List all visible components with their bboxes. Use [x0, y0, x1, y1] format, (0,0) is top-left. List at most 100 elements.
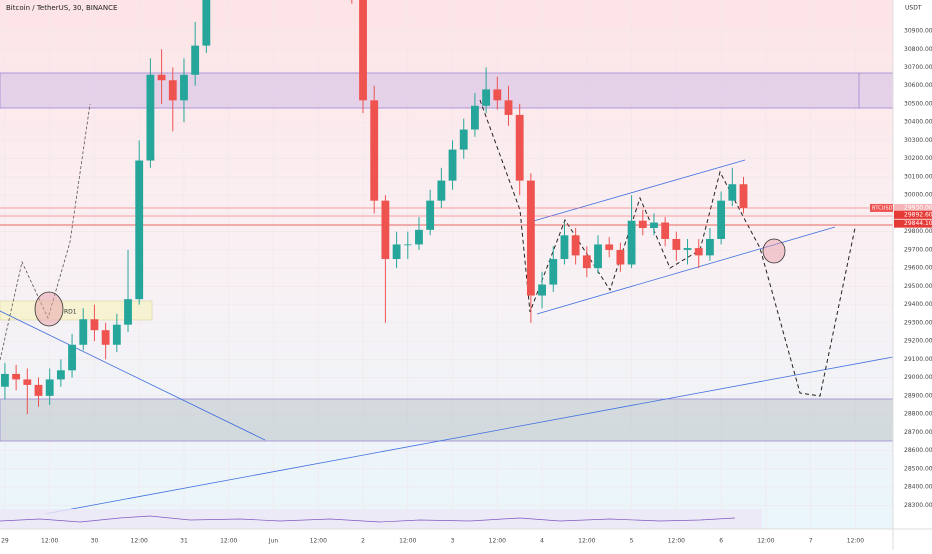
y-tick-label: 30400.00: [904, 119, 932, 126]
candle-body: [403, 244, 412, 246]
candle-body: [582, 255, 591, 269]
candle-body: [415, 229, 423, 245]
candle-body: [728, 184, 737, 201]
y-tick-label: 29500.00: [904, 283, 932, 290]
y-tick-label: 29700.00: [904, 246, 932, 253]
candle-body: [549, 259, 558, 285]
candle-body: [437, 180, 446, 201]
candle-body: [359, 0, 367, 101]
x-tick-label: 7: [809, 538, 813, 545]
candle-body: [12, 373, 21, 380]
y-tick-label: 29100.00: [904, 356, 932, 363]
projection: [479, 99, 856, 397]
candle-body: [504, 100, 513, 115]
annotation: RD1: [64, 309, 77, 316]
highlight: [34, 291, 64, 327]
candle-body: [146, 74, 155, 161]
x-tick-label: 2: [361, 538, 365, 545]
candle-body: [1, 373, 9, 387]
candle-body: [392, 244, 401, 260]
candle-body: [616, 249, 625, 265]
y-tick-label: 28400.00: [904, 484, 932, 491]
x-tick-label: 12:00: [399, 538, 416, 545]
x-tick-label: 6: [719, 538, 723, 545]
rsi-panel: [0, 509, 762, 529]
candle-body: [538, 284, 546, 296]
price-tag-value: 29892.60: [904, 211, 932, 218]
y-tick-label: 29200.00: [904, 338, 932, 345]
candle-body: [79, 319, 88, 345]
x-tick-label: 4: [540, 538, 544, 545]
channel-bottom: [536, 226, 836, 315]
candle-body: [650, 222, 658, 229]
candle-body: [482, 89, 491, 106]
time-axis: [0, 529, 893, 550]
candle-body: [605, 244, 614, 250]
x-tick-label: 12:00: [489, 538, 506, 545]
rsi-line: [0, 515, 736, 523]
candle-body: [135, 160, 144, 300]
candle-body: [202, 0, 211, 46]
candle-body: [56, 370, 65, 380]
candle-body: [124, 299, 132, 325]
x-tick-label: 12:00: [578, 538, 595, 545]
candle-body: [34, 384, 43, 396]
x-tick-label: 12:00: [757, 538, 774, 545]
y-tick-label: 28600.00: [904, 447, 932, 454]
candle-body: [23, 379, 32, 385]
y-tick-label: 30200.00: [904, 155, 932, 162]
y-tick-label: 28500.00: [904, 465, 932, 472]
candle-body: [493, 89, 502, 101]
price-tag: [894, 219, 932, 228]
y-tick-label: 29300.00: [904, 319, 932, 326]
candle-body: [683, 248, 692, 250]
candle-body: [661, 222, 670, 239]
candle-body: [739, 184, 748, 208]
price-tag-value: 29844.10: [904, 220, 932, 227]
price-tag-value: 29930.00: [904, 204, 932, 211]
y-tick-label: 29600.00: [904, 265, 932, 272]
candle-body: [68, 344, 76, 371]
candle-body: [168, 80, 177, 101]
candle-body: [706, 238, 714, 256]
candle-body: [381, 200, 390, 260]
candle-body: [515, 114, 524, 181]
candle-body: [191, 45, 200, 75]
channel-top: [529, 159, 746, 223]
candle-body: [627, 220, 636, 265]
x-tick-label: 12:00: [220, 538, 237, 545]
price-tag-label: BTCUSDT: [872, 205, 896, 211]
x-tick-label: 5: [630, 538, 634, 545]
axes: 28300.00 28400.00 28500.00 28600.00 28700.00…: [1, 28, 932, 545]
support-zone: [0, 398, 893, 442]
candle-body: [426, 200, 435, 230]
candle-body: [90, 319, 99, 331]
y-tick-label: 30800.00: [904, 46, 932, 53]
trend-line: [44, 356, 893, 515]
candle-body: [694, 248, 703, 256]
candle-body: [45, 379, 54, 396]
y-tick-label: 30000.00: [904, 192, 932, 199]
x-tick-label: 12:00: [131, 538, 148, 545]
x-tick-label: 12:00: [310, 538, 327, 545]
candle-body: [157, 74, 166, 81]
candle-body: [571, 235, 580, 256]
y-tick-label: 30900.00: [904, 28, 932, 35]
currency-label: USDT: [905, 5, 922, 12]
candle-body: [101, 330, 110, 345]
resistance-zone: [0, 72, 893, 109]
y-tick-label: 29400.00: [904, 301, 932, 308]
price-tag: [870, 203, 893, 212]
candle-body: [471, 105, 479, 130]
trend-line: [0, 310, 266, 441]
y-tick-label: 30100.00: [904, 173, 932, 180]
y-tick-label: 28700.00: [904, 429, 932, 436]
candle-body: [638, 220, 647, 229]
candle-body: [560, 235, 569, 260]
candle-body: [717, 200, 726, 239]
y-tick-label: 29000.00: [904, 374, 932, 381]
chart-title: Bitcoin / TetherUS, 30, BINANCE: [6, 4, 117, 12]
highlight: [762, 238, 786, 264]
x-tick-label: 12:00: [41, 538, 58, 545]
